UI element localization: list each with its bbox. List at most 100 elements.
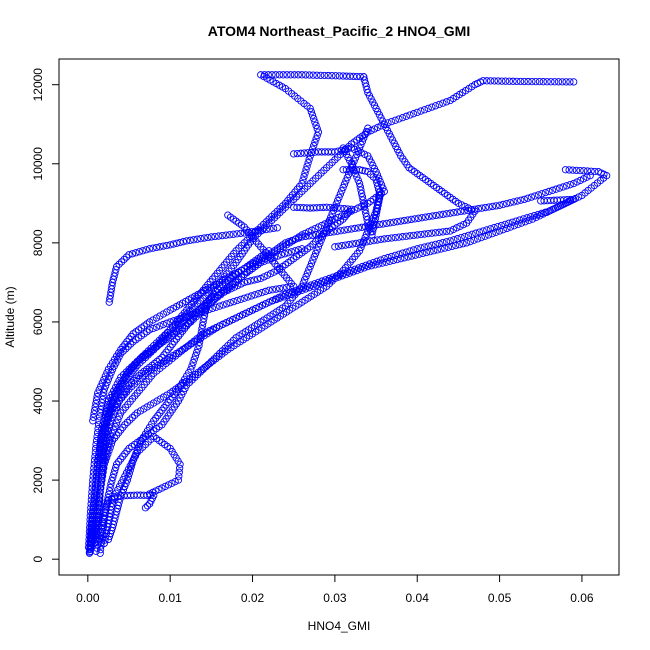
data-point (439, 99, 447, 107)
data-point (265, 298, 273, 306)
data-point (273, 224, 281, 232)
data-point (302, 71, 310, 79)
data-point (409, 231, 418, 240)
y-tick-label: 10000 (31, 147, 45, 181)
data-point (364, 152, 372, 160)
data-point (455, 240, 463, 249)
x-axis: 0.00 0.01 0.02 0.03 0.04 0.05 0.06 (76, 574, 594, 605)
data-point (197, 328, 206, 336)
data-point (418, 214, 426, 222)
data-point (539, 78, 547, 86)
data-point (272, 295, 280, 304)
data-point (120, 255, 128, 264)
data-point (266, 270, 275, 278)
data-point (514, 220, 522, 229)
data-point (219, 301, 227, 309)
data-point (182, 237, 191, 245)
data-point (579, 175, 588, 183)
data-point (143, 502, 152, 510)
data-point (106, 483, 114, 492)
data-point (308, 231, 317, 239)
data-point (587, 167, 595, 175)
data-point (224, 211, 232, 219)
data-point (114, 400, 122, 408)
data-point (355, 179, 364, 188)
data-point (541, 188, 550, 197)
data-point (243, 277, 252, 286)
data-point (95, 512, 103, 520)
data-point (520, 195, 528, 204)
data-point (287, 248, 296, 256)
data-point (417, 107, 425, 115)
data-point (260, 71, 269, 79)
data-point (305, 155, 313, 163)
data-point (338, 242, 346, 250)
data-point (86, 508, 95, 516)
data-point (565, 166, 573, 174)
data-point (88, 480, 97, 488)
data-point (454, 199, 463, 207)
data-point (133, 446, 141, 455)
data-point (149, 324, 157, 333)
data-point (398, 114, 407, 122)
data-point (360, 264, 368, 272)
data-point (199, 318, 207, 326)
data-point (115, 260, 123, 268)
data-point (233, 296, 241, 305)
data-point (200, 234, 208, 242)
data-point (308, 226, 316, 234)
data-point (204, 233, 212, 242)
data-point (413, 108, 421, 117)
data-point (510, 222, 518, 230)
data-point (96, 549, 104, 557)
data-point (358, 137, 366, 146)
data-point (409, 110, 418, 118)
data-point (174, 476, 183, 484)
data-point (439, 228, 447, 236)
data-point (220, 288, 229, 296)
data-point (393, 255, 401, 264)
data-point (449, 225, 458, 234)
data-point (527, 193, 536, 201)
data-point (201, 306, 210, 315)
data-point (398, 233, 407, 241)
data-point (123, 369, 132, 377)
data-point (240, 229, 248, 237)
data-point (125, 251, 133, 259)
data-point (225, 317, 234, 325)
data-point (345, 269, 354, 277)
data-point (446, 209, 454, 217)
data-point (368, 231, 376, 239)
data-point (97, 468, 105, 476)
y-tick-label: 6000 (31, 308, 45, 335)
data-point (175, 464, 184, 472)
data-point (190, 355, 198, 363)
data-point (556, 202, 565, 210)
data-point (152, 323, 161, 331)
data-point (125, 381, 133, 389)
data-point (263, 271, 272, 279)
data-point (304, 159, 312, 167)
data-point (524, 194, 532, 202)
data-point (481, 203, 490, 212)
data-point (272, 285, 280, 293)
data-point (555, 184, 564, 192)
data-point (92, 515, 101, 524)
data-point (516, 77, 525, 86)
data-point (382, 219, 391, 228)
data-point (407, 215, 416, 224)
data-point (520, 77, 528, 86)
data-point (163, 241, 171, 250)
data-point (435, 100, 443, 109)
data-point (94, 523, 102, 532)
data-point (358, 223, 366, 231)
data-point (333, 204, 341, 212)
data-point (139, 247, 147, 255)
data-point (353, 173, 361, 181)
x-tick-label: 0.04 (406, 591, 430, 605)
data-point (93, 512, 101, 520)
data-point (152, 243, 161, 252)
data-point (340, 180, 349, 188)
data-point (257, 71, 265, 79)
data-point (537, 197, 545, 205)
